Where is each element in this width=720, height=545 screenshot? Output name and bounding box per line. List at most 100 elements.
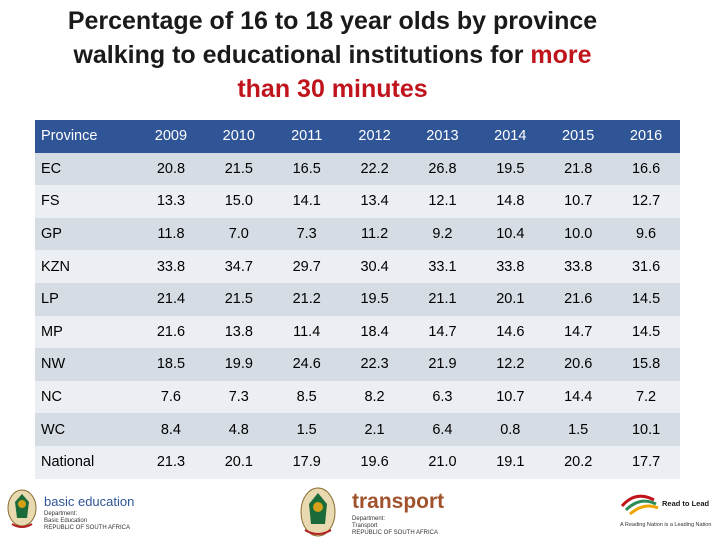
value-cell: 19.1 bbox=[476, 445, 545, 479]
value-cell: 10.7 bbox=[476, 380, 545, 414]
province-cell: FS bbox=[35, 185, 137, 218]
value-cell: 10.7 bbox=[544, 185, 613, 218]
value-cell: 8.5 bbox=[272, 380, 341, 414]
table-row: EC 20.8 21.5 16.5 22.2 26.8 19.5 21.8 16.6 bbox=[35, 152, 680, 186]
table-row: NW 18.5 19.9 24.6 22.3 21.9 12.2 20.6 15.8 bbox=[35, 348, 680, 381]
value-cell: 30.4 bbox=[340, 250, 409, 283]
header-year: 2009 bbox=[137, 120, 205, 153]
transport-line2: Transport bbox=[352, 523, 378, 529]
value-cell: 21.1 bbox=[408, 282, 477, 316]
value-cell: 8.2 bbox=[340, 380, 409, 414]
value-cell: 13.8 bbox=[204, 315, 273, 349]
value-cell: 20.1 bbox=[476, 282, 545, 316]
value-cell: 31.6 bbox=[612, 250, 680, 283]
province-cell: MP bbox=[35, 315, 137, 349]
value-cell: 12.2 bbox=[476, 348, 545, 381]
value-cell: 9.6 bbox=[612, 217, 680, 251]
value-cell: 33.8 bbox=[544, 250, 613, 283]
table-header-row: Province 2009 2010 2011 2012 2013 2014 2015 2016 bbox=[35, 120, 680, 153]
value-cell: 18.5 bbox=[137, 348, 205, 381]
value-cell: 15.8 bbox=[612, 348, 680, 381]
header-year: 2015 bbox=[544, 120, 613, 153]
value-cell: 11.8 bbox=[137, 217, 205, 251]
value-cell: 12.7 bbox=[612, 185, 680, 218]
value-cell: 21.5 bbox=[204, 282, 273, 316]
value-cell: 14.1 bbox=[272, 185, 341, 218]
province-cell: LP bbox=[35, 282, 137, 316]
value-cell: 33.8 bbox=[476, 250, 545, 283]
value-cell: 13.4 bbox=[340, 185, 409, 218]
value-cell: 14.7 bbox=[544, 315, 613, 349]
value-cell: 7.3 bbox=[204, 380, 273, 414]
value-cell: 21.6 bbox=[137, 315, 205, 349]
value-cell: 26.8 bbox=[408, 152, 477, 186]
table-row: FS 13.3 15.0 14.1 13.4 12.1 14.8 10.7 12.7 bbox=[35, 185, 680, 218]
value-cell: 21.8 bbox=[544, 152, 613, 186]
value-cell: 14.5 bbox=[612, 282, 680, 316]
value-cell: 7.2 bbox=[612, 380, 680, 414]
province-cell: GP bbox=[35, 217, 137, 251]
value-cell: 21.2 bbox=[272, 282, 341, 316]
province-cell: National bbox=[35, 445, 137, 479]
value-cell: 21.0 bbox=[408, 445, 477, 479]
value-cell: 21.3 bbox=[137, 445, 205, 479]
transport-coat-of-arms-icon bbox=[300, 487, 336, 537]
value-cell: 10.4 bbox=[476, 217, 545, 251]
basic-education-line2: Basic Education bbox=[44, 518, 87, 524]
value-cell: 20.6 bbox=[544, 348, 613, 381]
value-cell: 7.6 bbox=[137, 380, 205, 414]
value-cell: 15.0 bbox=[204, 185, 273, 218]
value-cell: 6.4 bbox=[408, 413, 477, 446]
value-cell: 14.5 bbox=[612, 315, 680, 349]
value-cell: 20.2 bbox=[544, 445, 613, 479]
table-row: WC 8.4 4.8 1.5 2.1 6.4 0.8 1.5 10.1 bbox=[35, 413, 680, 446]
province-walking-table: Province 2009 2010 2011 2012 2013 2014 2015 2016… bbox=[35, 120, 680, 479]
header-year: 2014 bbox=[476, 120, 545, 153]
province-cell: WC bbox=[35, 413, 137, 446]
table-row: LP 21.4 21.5 21.2 19.5 21.1 20.1 21.6 14.5 bbox=[35, 282, 680, 316]
value-cell: 2.1 bbox=[340, 413, 409, 446]
footer-svg: basic education Department: Basic Educat… bbox=[7, 487, 711, 537]
table-row: KZN 33.8 34.7 29.7 30.4 33.1 33.8 33.8 31.6 bbox=[35, 250, 680, 283]
title-line-2-text: walking to educational institutions for bbox=[73, 41, 531, 69]
transport-line1: Department: bbox=[352, 516, 385, 522]
value-cell: 24.6 bbox=[272, 348, 341, 381]
value-cell: 22.3 bbox=[340, 348, 409, 381]
basic-education-line3: REPUBLIC OF SOUTH AFRICA bbox=[44, 525, 130, 531]
value-cell: 16.6 bbox=[612, 152, 680, 186]
value-cell: 19.5 bbox=[476, 152, 545, 186]
value-cell: 8.4 bbox=[137, 413, 205, 446]
value-cell: 19.9 bbox=[204, 348, 273, 381]
value-cell: 10.1 bbox=[612, 413, 680, 446]
value-cell: 7.0 bbox=[204, 217, 273, 251]
value-cell: 11.4 bbox=[272, 315, 341, 349]
value-cell: 33.1 bbox=[408, 250, 477, 283]
value-cell: 19.6 bbox=[340, 445, 409, 479]
value-cell: 22.2 bbox=[340, 152, 409, 186]
value-cell: 21.5 bbox=[204, 152, 273, 186]
value-cell: 21.6 bbox=[544, 282, 613, 316]
value-cell: 21.4 bbox=[137, 282, 205, 316]
province-cell: NW bbox=[35, 348, 137, 381]
header-year: 2016 bbox=[612, 120, 680, 153]
value-cell: 6.3 bbox=[408, 380, 477, 414]
value-cell: 14.6 bbox=[476, 315, 545, 349]
transport-name: transport bbox=[352, 490, 444, 513]
value-cell: 20.8 bbox=[137, 152, 205, 186]
value-cell: 11.2 bbox=[340, 217, 409, 251]
value-cell: 34.7 bbox=[204, 250, 273, 283]
read-to-lead-icon bbox=[620, 494, 659, 516]
coat-of-arms-icon bbox=[7, 489, 37, 528]
header-year: 2013 bbox=[408, 120, 477, 153]
page-title: Percentage of 16 to 18 year olds by prov… bbox=[0, 4, 665, 106]
value-cell: 4.8 bbox=[204, 413, 273, 446]
province-cell: KZN bbox=[35, 250, 137, 283]
table-row: MP 21.6 13.8 11.4 18.4 14.7 14.6 14.7 14.5 bbox=[35, 315, 680, 349]
table-row: National 21.3 20.1 17.9 19.6 21.0 19.1 20.2 17.7 bbox=[35, 445, 680, 479]
read-to-lead-tagline: A Reading Nation is a Leading Nation bbox=[620, 522, 711, 528]
basic-education-name: basic education bbox=[44, 494, 134, 509]
province-cell: EC bbox=[35, 152, 137, 186]
value-cell: 17.9 bbox=[272, 445, 341, 479]
title-line-3: than 30 minutes bbox=[237, 75, 428, 103]
title-line-1: Percentage of 16 to 18 year olds by prov… bbox=[67, 7, 598, 35]
